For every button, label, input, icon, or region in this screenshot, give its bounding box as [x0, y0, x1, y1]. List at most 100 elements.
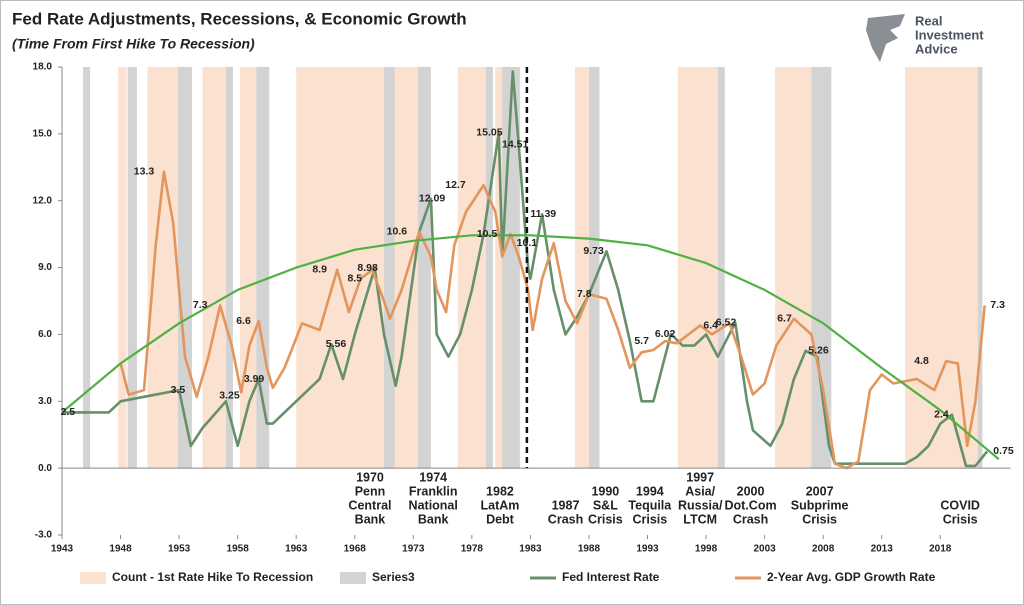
point-label: 10.1 [517, 237, 538, 249]
band [118, 67, 127, 469]
band [384, 67, 395, 469]
band [588, 67, 600, 469]
band [177, 67, 192, 469]
point-label: 7.3 [990, 299, 1005, 311]
band [574, 67, 589, 469]
point-label: 0.75 [993, 445, 1014, 457]
x-tick-label: 1943 [51, 544, 74, 555]
x-tick-label: 2013 [871, 544, 894, 555]
band [977, 67, 983, 469]
point-label: 5.56 [326, 338, 347, 350]
x-tick-label: 2008 [812, 544, 835, 555]
point-label: 3.99 [244, 373, 265, 385]
band [495, 67, 504, 469]
legend-label: Fed Interest Rate [562, 570, 660, 584]
plot-area [61, 67, 1000, 470]
legend-swatch [340, 572, 366, 584]
brand: Real [915, 13, 942, 28]
point-label: 7.8 [577, 288, 592, 300]
band [485, 67, 493, 469]
x-tick-label: 1993 [636, 544, 659, 555]
point-label: 11.39 [530, 208, 556, 220]
x-tick-label: 1988 [578, 544, 601, 555]
event-label: Dot.Com [725, 498, 777, 512]
point-label: 2.5 [61, 406, 76, 418]
point-label: 4.8 [914, 355, 929, 367]
event-label: Crisis [943, 512, 978, 526]
point-label: 6.7 [777, 313, 792, 325]
point-label: 10.5 [477, 228, 498, 240]
point-label: 13.3 [134, 166, 155, 178]
point-label: 12.7 [445, 179, 466, 191]
point-label: 2.4 [934, 408, 949, 420]
x-tick-label: 1948 [109, 544, 132, 555]
event-label: Crash [548, 512, 583, 526]
data-line [62, 70, 989, 468]
event-label: 1994 [636, 484, 664, 498]
band [147, 67, 178, 469]
band [457, 67, 486, 469]
band [296, 67, 385, 469]
y-tick-label: 0.0 [38, 463, 52, 474]
point-label: 6.6 [236, 315, 251, 327]
band [905, 67, 978, 469]
event-label: Crisis [588, 512, 623, 526]
point-label: 3.5 [171, 384, 186, 396]
event-label: Debt [486, 512, 515, 526]
event-label: Bank [355, 512, 386, 526]
chart-subtitle: (Time From First Hike To Recession) [12, 36, 255, 52]
legend-label: 2-Year Avg. GDP Growth Rate [767, 570, 936, 584]
point-label: 8.98 [357, 262, 378, 274]
point-label: 10.6 [387, 226, 408, 238]
y-tick-label: 12.0 [33, 195, 53, 206]
y-tick-label: -3.0 [35, 530, 53, 541]
point-label: 5.26 [808, 345, 829, 357]
x-tick-label: 1963 [285, 544, 308, 555]
band [83, 67, 91, 469]
event-label: COVID [940, 498, 980, 512]
chart-title: Fed Rate Adjustments, Recessions, & Econ… [12, 9, 467, 28]
event-label: 2000 [737, 484, 765, 498]
x-tick-label: 2018 [929, 544, 952, 555]
x-tick-label: 1983 [519, 544, 542, 555]
x-tick-label: 1978 [461, 544, 484, 555]
band [417, 67, 431, 469]
band [717, 67, 725, 469]
x-tick-label: 1953 [168, 544, 191, 555]
band [225, 67, 233, 469]
event-label: 1990 [591, 484, 619, 498]
point-label: 12.09 [419, 192, 445, 204]
band [127, 67, 137, 469]
x-tick-label: 1958 [227, 544, 250, 555]
event-label: 1970 [356, 470, 384, 484]
x-tick-label: 1998 [695, 544, 718, 555]
logo-mark [866, 14, 905, 62]
point-label: 14.51 [502, 139, 528, 151]
event-label: LTCM [683, 512, 717, 526]
event-label: Penn [355, 484, 386, 498]
event-label: Subprime [791, 498, 849, 512]
event-label: National [409, 498, 458, 512]
x-tick-label: 2003 [753, 544, 776, 555]
event-label: Bank [418, 512, 449, 526]
legend-swatch [80, 572, 106, 584]
trend-line [61, 234, 1000, 461]
point-label: 15.05 [476, 127, 502, 139]
event-label: Franklin [409, 484, 458, 498]
point-label: 8.5 [347, 272, 362, 284]
event-label: Russia/ [678, 498, 723, 512]
band [775, 67, 812, 469]
brand: Investment [915, 27, 984, 42]
band [811, 67, 832, 469]
event-label: Asia/ [685, 484, 715, 498]
event-label: 1982 [486, 484, 514, 498]
event-label: Crisis [632, 512, 667, 526]
legend-label: Series3 [372, 570, 415, 584]
x-tick-label: 1968 [344, 544, 367, 555]
event-label: 1987 [552, 498, 580, 512]
logo: Real Investment Advice [866, 13, 984, 62]
y-tick-label: 15.0 [33, 128, 53, 139]
band [239, 67, 257, 469]
event-label: Central [348, 498, 391, 512]
